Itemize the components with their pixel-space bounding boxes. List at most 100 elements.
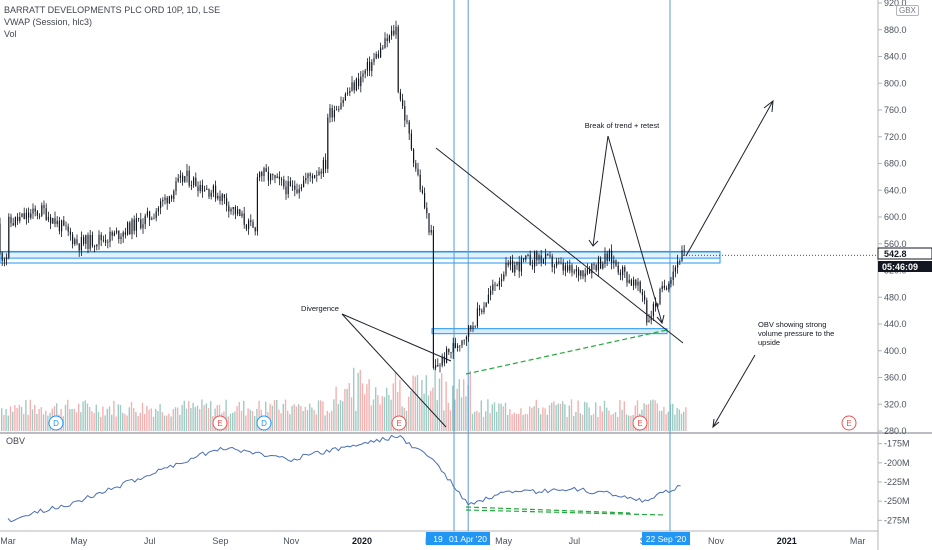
volume-bar [489,413,491,431]
volume-bar [291,405,293,431]
volume-bar [608,410,610,431]
volume-bar [410,391,412,431]
volume-bar [133,408,135,431]
candle-body [388,35,390,41]
candle-body [487,294,489,303]
candle-body [452,343,454,353]
candle-body [663,285,665,289]
volume-bar [309,403,311,431]
volume-bar [183,400,185,431]
candle-body [501,279,503,282]
volume-bar [141,402,144,431]
candle-body [454,343,456,348]
chart-axes: 920.0 880.0 840.0 800.0 760.0 720.0 680.0 640.0… [0,0,909,546]
candle-body [21,213,23,217]
volume-bar [201,399,203,431]
volume-bar [174,407,177,431]
volume-bar [278,409,280,431]
obv-note-arrowhead [712,418,720,429]
candle-body [406,120,408,122]
volume-bar [73,408,75,431]
currency-badge[interactable]: GBX [896,5,919,16]
candle-body [237,209,239,215]
candle-body [468,325,470,337]
volume-indicator-label[interactable]: Vol [4,29,17,39]
candle-body [461,340,463,346]
candle-body [344,93,346,101]
price-candles [0,20,685,373]
candle-body [239,209,241,217]
volume-bar [375,387,377,431]
volume-bar [227,416,229,431]
volume-bar [610,414,612,431]
volume-bar [498,403,500,431]
candle-body [661,285,663,290]
candle-body [100,234,102,241]
candle-body [353,82,355,91]
volume-bar [155,408,157,431]
volume-bar [364,394,366,431]
price-tick-label: 360.0 [884,373,907,383]
candle-body [366,62,368,71]
candle-body [80,237,82,251]
event-marker-circle [48,415,64,431]
volume-bar [331,410,333,431]
volume-bar [194,407,196,431]
break-arrowhead-1 [588,239,599,247]
candle-body [534,252,536,267]
volume-bar [592,414,595,431]
candle-body [50,217,52,224]
candle-body [168,195,170,204]
candle-body [573,271,575,273]
volume-bar [612,413,614,431]
candle-body [622,267,624,276]
price-tick-label: 720.0 [884,132,907,142]
volume-bar [78,403,80,431]
obv-pane-title[interactable]: OBV [6,436,26,446]
candle-body [503,274,505,280]
volume-bar [456,388,458,431]
volume-bar [306,409,309,431]
vwap-indicator-label[interactable]: VWAP (Session, hlc3) [4,17,93,27]
volume-bar [443,410,445,431]
volume-bar [342,401,344,431]
obv-note-line: OBV showing strong [758,320,826,329]
candle-body [87,235,89,249]
volume-bar [135,411,137,431]
candle-body [318,171,320,176]
volume-bar [412,375,414,431]
candle-body [116,230,118,233]
candle-body [474,325,476,327]
candle-body [481,310,483,313]
volume-bar [207,407,210,431]
event-marker-d: D [261,419,267,428]
volume-bar [14,405,16,431]
candle-body [281,179,283,180]
candle-body [325,159,327,169]
candle-body [122,232,124,237]
candle-body [549,254,551,257]
candle-body [85,235,87,244]
volume-bar [5,409,7,431]
obv-note-arrow [712,354,756,428]
candle-body [476,308,478,327]
volume-bar [537,407,540,431]
volume-bar [619,399,621,431]
candle-body [655,303,657,307]
volume-bar [113,400,115,431]
time-axis-label: Jul [569,536,581,546]
volume-bar [71,409,73,431]
candle-body [417,168,419,175]
symbol-title[interactable]: BARRATT DEVELOPMENTS PLC ORD 10P, 1D, LS… [4,5,221,15]
volume-bar [7,415,9,431]
volume-bar [210,401,212,431]
volume-bar [284,399,287,431]
volume-bar [579,413,581,431]
candle-body [426,207,428,214]
candle-body [369,62,371,71]
volume-bar [515,414,518,431]
candle-body [272,173,274,176]
candle-body [182,175,184,182]
